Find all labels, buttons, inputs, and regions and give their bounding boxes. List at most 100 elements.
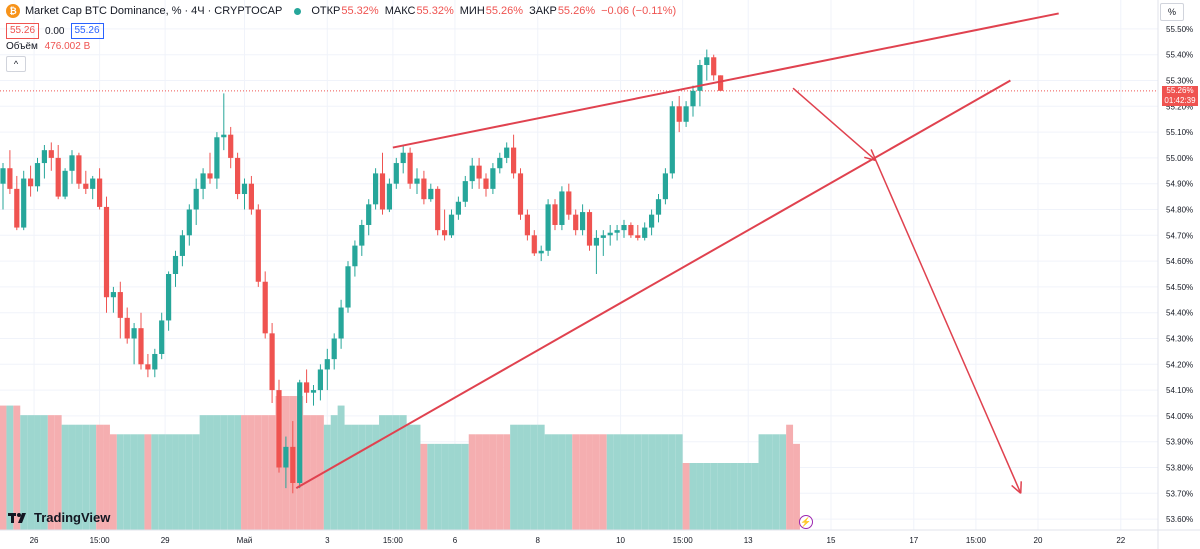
sell-price-box[interactable]: 55.26 [6, 23, 40, 39]
candle-body [186, 209, 192, 236]
volume-bar [668, 434, 676, 530]
volume-bar [751, 463, 759, 530]
tradingview-logo[interactable]: TradingView [8, 510, 110, 525]
x-tick-label: 20 [1034, 536, 1043, 545]
low-label: МИН [459, 5, 485, 17]
volume-bar [109, 434, 117, 530]
x-tick-label: 3 [325, 536, 330, 545]
volume-bar [365, 424, 373, 530]
y-tick-label: 54.70% [1166, 231, 1193, 240]
open-label: ОТКР [311, 5, 341, 17]
candle-body [662, 173, 668, 200]
candle-body [538, 250, 544, 254]
volume-bar [316, 415, 324, 530]
candle-body [269, 333, 275, 391]
candle-body [676, 106, 682, 122]
volume-bar [178, 434, 186, 530]
candle-body [283, 446, 289, 468]
volume-bar [523, 424, 531, 530]
wedge-upper-line [392, 12, 1059, 149]
volume-bar [627, 434, 635, 530]
bolt-icon[interactable]: ⚡ [799, 515, 813, 529]
candle-body [386, 183, 392, 210]
volume-bar [6, 405, 14, 530]
volume-bar [89, 424, 97, 530]
volume-bar [385, 415, 393, 530]
candle-body [580, 212, 586, 231]
candle-body [297, 382, 303, 483]
collapse-legend-button[interactable]: ^ [6, 56, 26, 72]
candlestick-series [0, 49, 724, 494]
candle-body [655, 199, 662, 215]
volume-bar [75, 424, 83, 530]
volume-bar [779, 434, 787, 530]
candle-body [117, 292, 123, 318]
candle-body [669, 106, 675, 174]
candle-body [497, 157, 503, 169]
candle-body [531, 235, 537, 254]
volume-bar [392, 415, 400, 530]
volume-bar [517, 424, 524, 530]
percent-scale-button[interactable]: % [1160, 3, 1184, 21]
volume-bar [579, 434, 587, 530]
volume-bar [413, 424, 421, 530]
candle-body [614, 230, 620, 233]
candle-body [435, 188, 441, 231]
x-tick-label: 17 [909, 536, 918, 545]
volume-bar [682, 463, 690, 530]
trendline-drawings[interactable] [295, 12, 1059, 494]
volume-bar [34, 415, 41, 530]
candle-body [55, 157, 61, 197]
tradingview-logo-icon [8, 512, 26, 523]
candle-body [504, 147, 510, 158]
y-tick-label: 53.70% [1166, 489, 1193, 498]
volume-bar [613, 434, 621, 530]
volume-bar [482, 434, 490, 530]
volume-bar [572, 434, 580, 530]
volume-bar [47, 415, 55, 530]
candle-body [642, 227, 648, 238]
candle-body [21, 178, 27, 228]
volume-bar [199, 415, 207, 530]
candle-body [414, 178, 420, 184]
volume-bar [675, 434, 683, 530]
volume-bar [634, 434, 642, 530]
change-value: −0.06 (−0.11%) [601, 5, 677, 17]
volume-bar [323, 424, 331, 530]
volume-legend[interactable]: Объём 476.002 B [6, 41, 90, 52]
candle-body [407, 152, 413, 184]
volume-bar [82, 424, 90, 530]
last-price-value: 55.26% [1166, 86, 1194, 95]
volume-bar [454, 443, 462, 530]
buy-price-box[interactable]: 55.26 [70, 23, 104, 39]
candle-body [428, 188, 434, 200]
volume-bar [710, 463, 718, 530]
x-tick-label: Май [237, 536, 253, 545]
projection-arrow-short-head [864, 156, 877, 162]
candle-body [635, 235, 641, 238]
x-tick-label: 22 [1116, 536, 1125, 545]
volume-bar [606, 434, 614, 530]
y-tick-label: 54.00% [1166, 412, 1193, 421]
candle-body [276, 390, 282, 468]
candle-body [7, 168, 13, 189]
candle-body [373, 173, 379, 205]
volume-bar [696, 463, 704, 530]
symbol-name[interactable]: Market Cap BTC Dominance, % [25, 5, 182, 17]
last-price-label: 55.26% 01:42:39 [1162, 86, 1198, 106]
volume-bar [247, 415, 255, 530]
candle-body [41, 150, 47, 164]
candle-body [490, 168, 496, 189]
interval-label[interactable]: 4Ч [191, 5, 205, 17]
candle-body [241, 183, 248, 195]
candle-body [600, 235, 606, 238]
candle-body [448, 214, 455, 236]
candle-body [462, 181, 468, 202]
volume-bar [558, 434, 566, 530]
projection-arrow-long [875, 160, 1022, 494]
candle-body [76, 155, 82, 184]
exchange-label[interactable]: CRYPTOCAP [214, 5, 283, 17]
volume-value: 476.002 B [44, 41, 91, 52]
